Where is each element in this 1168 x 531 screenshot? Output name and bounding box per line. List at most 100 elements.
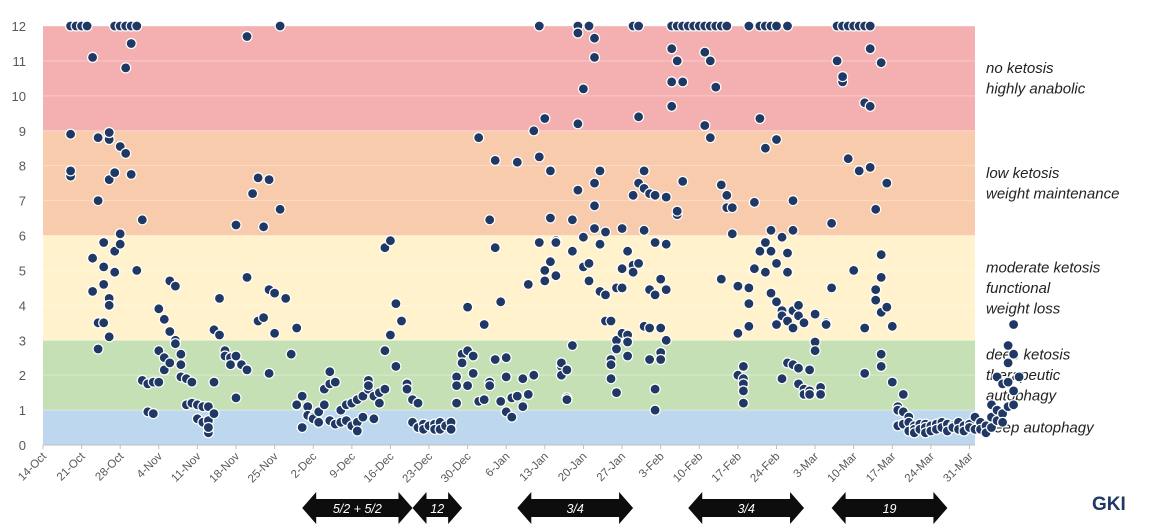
data-point — [638, 165, 650, 177]
annotation-label: 3/4 — [737, 502, 754, 516]
data-point — [770, 257, 783, 269]
zone-label: functional — [986, 280, 1051, 297]
data-point — [583, 257, 595, 269]
data-point — [781, 20, 794, 32]
data-point — [616, 282, 628, 294]
data-point — [528, 125, 540, 137]
data-point — [704, 55, 716, 67]
data-point — [539, 112, 551, 125]
y-tick-label: 7 — [19, 194, 26, 209]
data-point — [621, 350, 634, 362]
zone-label: no ketosis — [986, 60, 1054, 77]
data-point — [379, 383, 391, 395]
data-point — [109, 167, 121, 179]
data-point — [870, 284, 882, 296]
data-point — [473, 132, 485, 144]
data-point — [252, 172, 264, 184]
data-point — [649, 383, 661, 395]
data-point — [859, 322, 871, 334]
data-point — [517, 373, 529, 385]
y-tick-label: 5 — [19, 263, 26, 278]
annotation-label: 3/4 — [566, 502, 583, 516]
data-point — [754, 112, 766, 125]
data-point — [732, 327, 744, 339]
data-point — [467, 350, 479, 362]
data-point — [533, 151, 545, 163]
chart-label: GKI — [1092, 494, 1126, 515]
data-point — [677, 76, 689, 88]
data-point — [561, 364, 573, 376]
zone-label: autophagy — [986, 388, 1058, 405]
data-point — [280, 292, 292, 304]
data-point — [781, 266, 794, 278]
data-point — [588, 222, 601, 235]
data-point — [649, 289, 661, 301]
data-point — [594, 238, 606, 250]
data-point — [748, 263, 761, 275]
data-point — [870, 203, 882, 215]
data-point — [131, 264, 143, 276]
data-point — [787, 195, 799, 207]
x-tick-label: 3-Feb — [637, 451, 667, 481]
data-point — [875, 249, 887, 261]
data-point — [721, 20, 733, 32]
data-point — [583, 20, 595, 32]
data-point — [638, 224, 650, 236]
data-point — [572, 184, 584, 196]
x-tick-label: 10-Feb — [671, 451, 705, 485]
annotation-arrow — [517, 492, 634, 524]
data-point — [329, 376, 341, 388]
data-point — [605, 359, 617, 371]
data-point — [401, 383, 413, 395]
data-point — [313, 416, 325, 428]
data-point — [230, 219, 242, 231]
data-point — [467, 367, 479, 379]
data-point — [274, 20, 286, 32]
data-point — [202, 421, 214, 434]
x-tick-label: 24-Mar — [903, 451, 937, 485]
data-point — [550, 270, 562, 282]
data-point — [522, 278, 534, 290]
data-point — [809, 345, 821, 357]
data-point — [390, 298, 402, 310]
data-point — [489, 353, 501, 366]
data-point — [566, 245, 579, 257]
data-point — [169, 338, 181, 350]
data-point — [770, 318, 783, 331]
data-point — [660, 191, 672, 203]
data-point — [478, 394, 490, 406]
data-point — [451, 397, 463, 409]
data-point — [1002, 357, 1014, 369]
data-point — [1002, 339, 1014, 352]
data-point — [765, 224, 777, 236]
data-point — [627, 266, 639, 278]
data-point — [655, 273, 667, 285]
zone-label: low ketosis — [986, 165, 1060, 182]
data-point — [588, 200, 601, 212]
data-point — [274, 203, 286, 215]
data-point — [296, 421, 308, 434]
x-tick-label: 2-Dec — [289, 450, 319, 480]
data-point — [825, 282, 838, 294]
data-point — [241, 271, 253, 283]
annotation-label: 5/2 + 5/2 — [333, 502, 382, 516]
data-point — [577, 231, 590, 243]
data-point — [230, 350, 242, 362]
data-point — [125, 168, 137, 180]
data-point — [792, 299, 805, 311]
data-point — [870, 294, 882, 306]
data-point — [114, 228, 126, 240]
data-point — [875, 348, 887, 360]
data-point — [864, 100, 876, 112]
data-point — [1007, 385, 1020, 397]
data-point — [1007, 348, 1020, 360]
data-point — [671, 55, 683, 67]
x-tick-label: 25-Nov — [246, 450, 281, 485]
zone-label: highly anabolic — [986, 81, 1086, 98]
data-point — [594, 165, 606, 177]
data-point — [125, 37, 137, 50]
data-point — [726, 228, 738, 240]
data-point — [64, 128, 77, 140]
data-point — [886, 376, 898, 388]
x-axis-ticks: 14-Oct 21-Oct 28-Oct 4-Nov 11-Nov 18-Nov 25-No… — [16, 445, 976, 485]
